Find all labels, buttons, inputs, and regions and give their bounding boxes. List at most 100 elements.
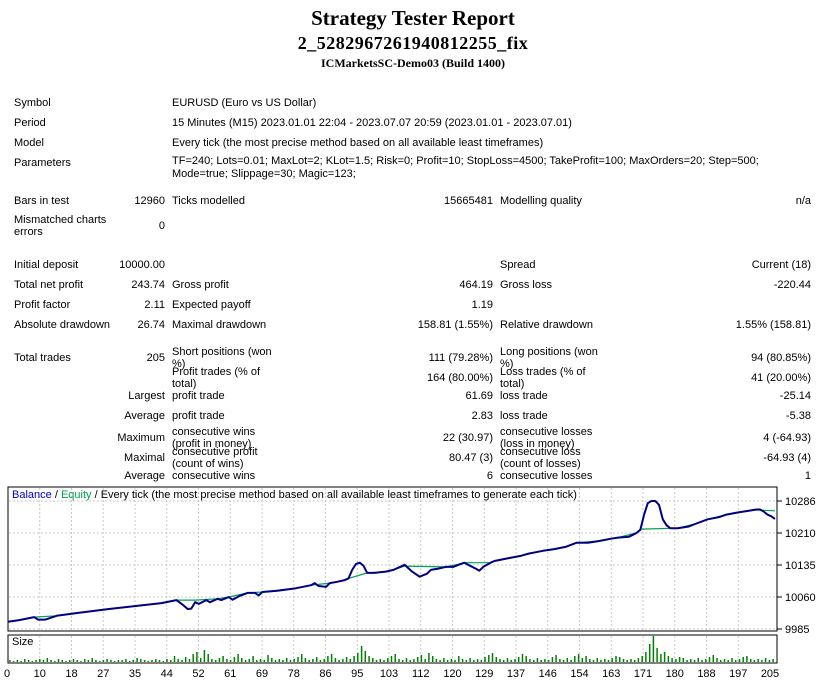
field-label: Expected payoff — [172, 299, 251, 311]
summary-table: Symbol EURUSD (Euro vs US Dollar) Period… — [0, 93, 826, 486]
field-value: 0 — [158, 220, 165, 232]
field-label: Loss trades (% of total) — [500, 366, 586, 390]
summary-row-totaltrades: Total trades 205 Short positions (won %) 1… — [0, 346, 826, 370]
field-value: Average — [124, 410, 165, 422]
field-value: Average — [124, 470, 165, 482]
summary-row-maximum: Maximum consecutive wins (profit in mone… — [0, 426, 826, 450]
chart-legend: Balance / Equity / Every tick (the most … — [12, 489, 577, 501]
svg-text:52: 52 — [192, 668, 204, 680]
field-value: Every tick (the most precise method base… — [172, 137, 544, 149]
report-title: Strategy Tester Report — [311, 6, 515, 30]
summary-row-model: Model Every tick (the most precise metho… — [0, 133, 826, 153]
field-value: 80.47 (3) — [448, 452, 493, 464]
field-label: Period — [14, 117, 46, 129]
field-label: consecutive wins — [172, 470, 256, 482]
svg-text:129: 129 — [475, 668, 493, 680]
field-value: 6 — [486, 470, 493, 482]
field-label: consecutive losses — [500, 470, 593, 482]
field-value: Current (18) — [751, 259, 811, 271]
svg-text:205: 205 — [761, 668, 779, 680]
svg-text:0: 0 — [4, 668, 10, 680]
summary-row-largest: Largest profit trade 61.69 loss trade -25.… — [0, 386, 826, 406]
field-value: TF=240; Lots=0.01; MaxLot=2; KLot=1.5; R… — [172, 155, 759, 180]
field-value: 243.74 — [131, 279, 165, 291]
field-label: Profit factor — [14, 299, 71, 311]
field-value: -220.44 — [773, 279, 811, 291]
expert-name: 2_5282967261940812255_fix — [297, 33, 529, 53]
field-label: Profit trades (% of total) — [172, 366, 261, 390]
legend-separator: / — [51, 489, 61, 501]
field-value: 164 (80.00%) — [426, 372, 493, 384]
summary-row-symbol: Symbol EURUSD (Euro vs US Dollar) — [0, 93, 826, 113]
field-label: Maximal drawdown — [172, 319, 267, 331]
report-header: Strategy Tester Report 2_528296726194081… — [0, 0, 826, 71]
field-label: Initial deposit — [14, 259, 79, 271]
size-panel-label: Size — [12, 636, 34, 648]
field-value: 22 (30.97) — [442, 432, 493, 444]
summary-row-period: Period 15 Minutes (M15) 2023.01.01 22:04… — [0, 113, 826, 133]
field-value: 12960 — [134, 195, 165, 207]
svg-text:171: 171 — [634, 668, 652, 680]
summary-row-deposit: Initial deposit 10000.00 Spread Current (1… — [0, 255, 826, 275]
svg-text:137: 137 — [507, 668, 525, 680]
svg-text:18: 18 — [65, 668, 77, 680]
summary-row-drawdown: Absolute drawdown 26.74 Maximal drawdown 1… — [0, 315, 826, 335]
svg-text:10210: 10210 — [785, 528, 816, 540]
legend-balance: Balance — [12, 489, 52, 501]
svg-text:10286: 10286 — [785, 496, 816, 508]
svg-text:154: 154 — [570, 668, 588, 680]
field-label: Total trades — [14, 352, 71, 364]
field-label: Model — [14, 137, 44, 149]
svg-text:27: 27 — [97, 668, 109, 680]
summary-row-maximal: Maximal consecutive profit (count of win… — [0, 446, 826, 470]
svg-text:35: 35 — [129, 668, 141, 680]
svg-text:95: 95 — [351, 668, 363, 680]
field-label: consecutive wins (profit in money) — [172, 426, 256, 450]
legend-equity: Equity — [60, 489, 92, 501]
svg-text:10060: 10060 — [785, 592, 816, 604]
svg-text:120: 120 — [443, 668, 461, 680]
field-value: -64.93 (4) — [763, 452, 811, 464]
summary-row-netprofit: Total net profit 243.74 Gross profit 464.1… — [0, 275, 826, 295]
legend-description: Every tick (the most precise method base… — [100, 489, 577, 501]
field-value: 205 — [146, 352, 165, 364]
svg-text:69: 69 — [256, 668, 268, 680]
field-label: Symbol — [14, 97, 51, 109]
field-value: 26.74 — [137, 319, 165, 331]
field-label: Gross profit — [172, 279, 229, 291]
summary-row-parameters: Parameters TF=240; Lots=0.01; MaxLot=2; … — [0, 153, 826, 187]
field-value: Largest — [128, 390, 165, 402]
field-value: 15665481 — [444, 195, 493, 207]
field-value: 2.83 — [471, 410, 493, 422]
svg-text:10135: 10135 — [785, 560, 816, 572]
svg-text:163: 163 — [602, 668, 620, 680]
field-label: Total net profit — [14, 279, 84, 291]
svg-text:10: 10 — [34, 668, 46, 680]
field-label: Bars in test — [14, 195, 70, 207]
field-label: Parameters — [14, 157, 71, 169]
field-label: Modelling quality — [500, 195, 582, 207]
field-value: -25.14 — [779, 390, 811, 402]
field-value: n/a — [795, 195, 811, 207]
field-value: 1 — [804, 470, 811, 482]
svg-text:103: 103 — [380, 668, 398, 680]
field-label: Spread — [500, 259, 536, 271]
field-label: Mismatched charts errors — [14, 214, 107, 238]
field-label: Ticks modelled — [172, 195, 245, 207]
field-label: loss trade — [500, 410, 548, 422]
summary-row-average-trade: Average profit trade 2.83 loss trade -5.38 — [0, 406, 826, 426]
field-value: 464.19 — [459, 279, 493, 291]
summary-row-bars: Bars in test 12960 Ticks modelled 15665481… — [0, 191, 826, 211]
svg-text:112: 112 — [412, 668, 430, 680]
legend-separator: / — [91, 489, 101, 501]
svg-text:146: 146 — [539, 668, 557, 680]
field-label: loss trade — [500, 390, 548, 402]
svg-text:180: 180 — [666, 668, 684, 680]
field-value: 1.19 — [471, 299, 493, 311]
field-value: 158.81 (1.55%) — [417, 319, 493, 331]
field-value: 4 (-64.93) — [763, 432, 811, 444]
summary-row-profittrades: Profit trades (% of total) 164 (80.00%) L… — [0, 366, 826, 390]
svg-text:86: 86 — [319, 668, 331, 680]
balance-equity-chart: Balance / Equity / Every tick (the most … — [0, 486, 826, 682]
